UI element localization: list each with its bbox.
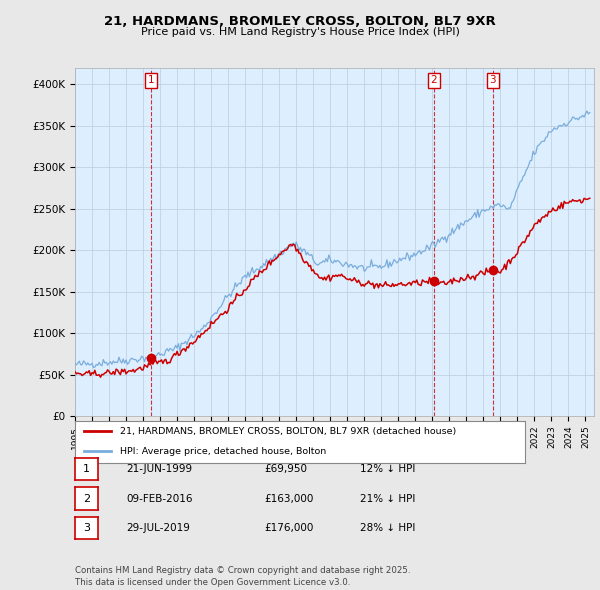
- Text: 3: 3: [490, 76, 496, 86]
- Text: 1: 1: [83, 464, 90, 474]
- Text: 28% ↓ HPI: 28% ↓ HPI: [360, 523, 415, 533]
- Text: 21% ↓ HPI: 21% ↓ HPI: [360, 494, 415, 503]
- Text: 21, HARDMANS, BROMLEY CROSS, BOLTON, BL7 9XR (detached house): 21, HARDMANS, BROMLEY CROSS, BOLTON, BL7…: [120, 427, 456, 436]
- Text: 2: 2: [431, 76, 437, 86]
- Text: 3: 3: [83, 523, 90, 533]
- Text: Contains HM Land Registry data © Crown copyright and database right 2025.
This d: Contains HM Land Registry data © Crown c…: [75, 566, 410, 587]
- Text: £69,950: £69,950: [264, 464, 307, 474]
- Text: 12% ↓ HPI: 12% ↓ HPI: [360, 464, 415, 474]
- Text: 1: 1: [148, 76, 154, 86]
- Text: 21, HARDMANS, BROMLEY CROSS, BOLTON, BL7 9XR: 21, HARDMANS, BROMLEY CROSS, BOLTON, BL7…: [104, 15, 496, 28]
- Text: 09-FEB-2016: 09-FEB-2016: [126, 494, 193, 503]
- Text: 2: 2: [83, 494, 90, 503]
- Text: £163,000: £163,000: [264, 494, 313, 503]
- Text: £176,000: £176,000: [264, 523, 313, 533]
- Text: Price paid vs. HM Land Registry's House Price Index (HPI): Price paid vs. HM Land Registry's House …: [140, 27, 460, 37]
- Text: HPI: Average price, detached house, Bolton: HPI: Average price, detached house, Bolt…: [120, 447, 326, 455]
- Text: 29-JUL-2019: 29-JUL-2019: [126, 523, 190, 533]
- Text: 21-JUN-1999: 21-JUN-1999: [126, 464, 192, 474]
